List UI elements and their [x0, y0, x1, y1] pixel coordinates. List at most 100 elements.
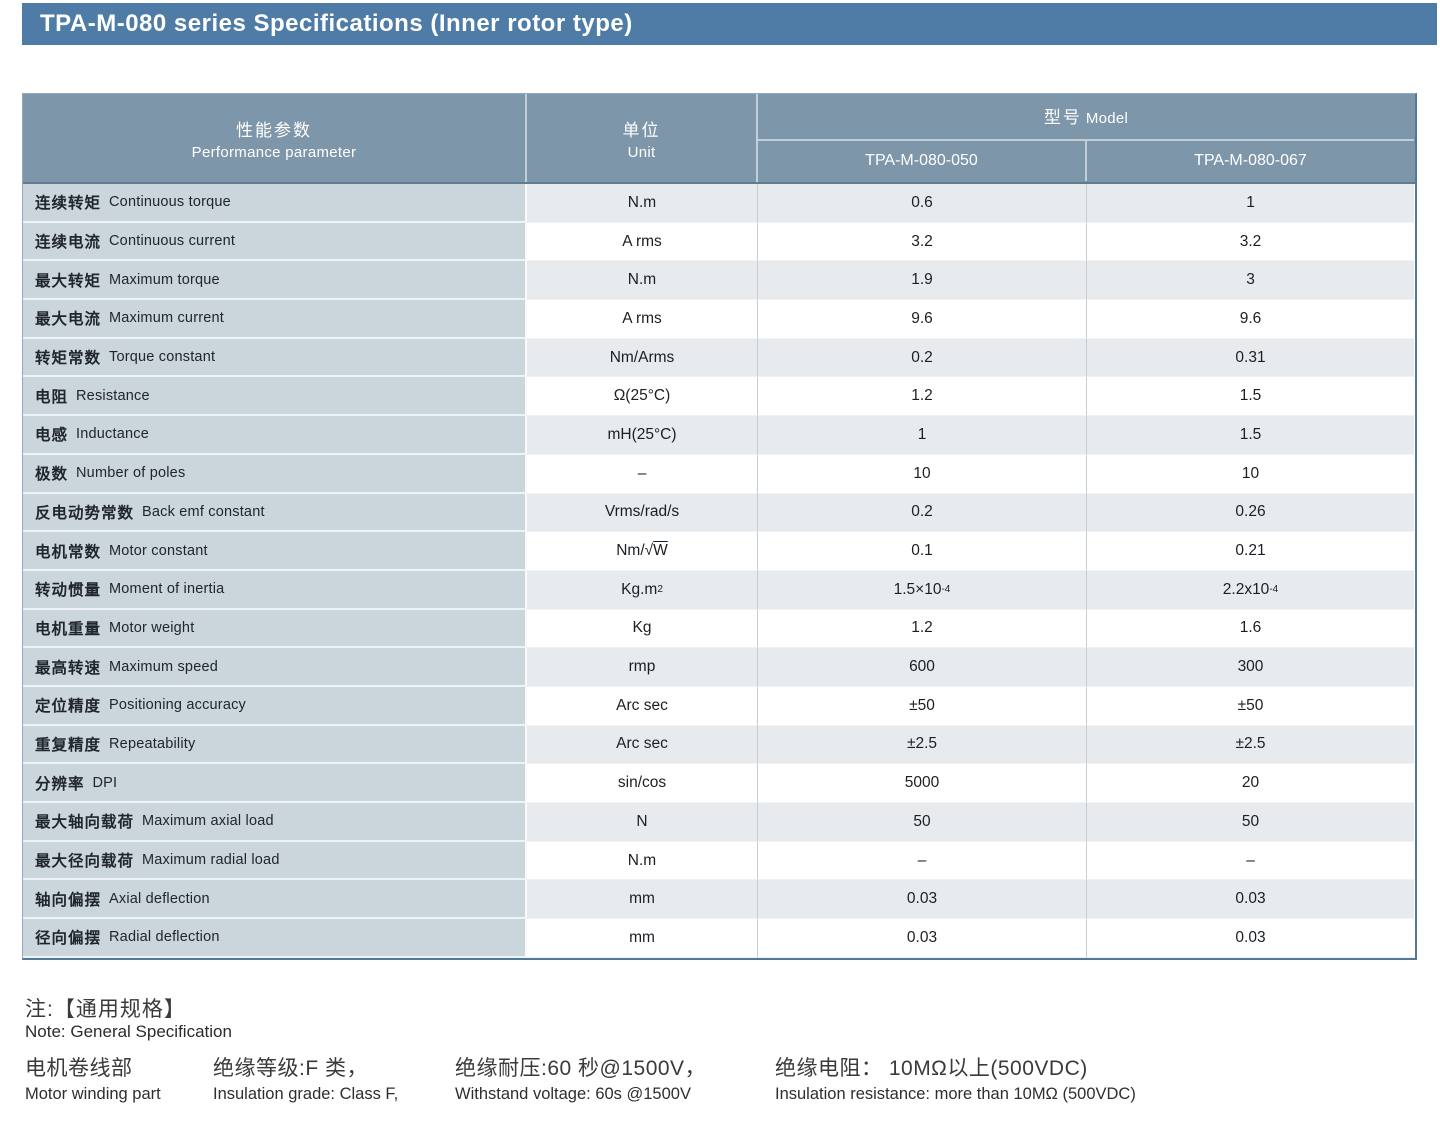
param-cn: 反电动势常数 [35, 504, 135, 522]
param-cn: 电机重量 [35, 620, 102, 638]
value-cell-model-067: 0.26 [1087, 493, 1414, 533]
footnote-en: Insulation resistance: more than 10MΩ (5… [775, 1085, 1136, 1103]
unit-cell: N [527, 803, 758, 842]
unit-cell: Vrms/rad/s [527, 493, 758, 533]
table-row: 最大电流 Maximum current A rms 9.6 9.6 [23, 300, 1415, 339]
value-cell-model-050: 1.2 [758, 609, 1087, 649]
header-unit: 单位 Unit [527, 94, 758, 182]
value-cell-model-050: 0.03 [758, 919, 1087, 958]
value-cell-model-067: 1.5 [1087, 416, 1414, 455]
param-cn: 电阻 [35, 388, 69, 406]
param-cn: 极数 [35, 466, 69, 484]
param-en: Motor constant [109, 542, 208, 559]
table-row: 电阻 Resistance Ω(25°C) 1.2 1.5 [23, 377, 1415, 417]
param-en: Axial deflection [109, 890, 210, 907]
table-body: 连续转矩 Continuous torque N.m 0.6 1 连续电流 Co… [23, 184, 1415, 958]
param-cell: 定位精度 Positioning accuracy [23, 686, 527, 726]
param-en: Torque constant [109, 349, 216, 366]
value-cell-model-067: 3.2 [1087, 222, 1414, 262]
param-en: Inductance [76, 426, 149, 443]
header-unit-en: Unit [627, 143, 656, 161]
header-performance-parameter: 性能参数 Performance parameter [23, 94, 527, 182]
value-cell-model-067: 0.31 [1087, 338, 1414, 378]
value-cell-model-050: 600 [758, 648, 1087, 687]
param-cn: 最大轴向载荷 [35, 814, 135, 832]
value-cell-model-067: ±2.5 [1087, 725, 1414, 765]
param-en: Repeatability [109, 735, 196, 752]
footnote-en: Withstand voltage: 60s @1500V [455, 1085, 691, 1103]
unit-cell: mm [527, 919, 758, 958]
value-cell-model-067: 1.6 [1087, 609, 1414, 649]
value-cell-model-050: 5000 [758, 764, 1087, 803]
unit-cell: N.m [527, 841, 758, 881]
table-row: 最大轴向载荷 Maximum axial load N 50 50 [23, 803, 1415, 842]
param-cn: 轴向偏摆 [35, 891, 102, 909]
param-en: Resistance [76, 387, 150, 404]
unit-cell: – [527, 454, 758, 494]
header-model-en: Model [1085, 110, 1129, 127]
header-model-067: TPA-M-080-067 [1194, 152, 1307, 169]
param-cell: 重复精度 Repeatability [23, 725, 527, 765]
footnote-cn: 电机卷线部 [25, 1057, 133, 1080]
value-cell-model-050: 0.1 [758, 532, 1087, 571]
param-cn: 最大电流 [35, 311, 102, 329]
table-row: 反电动势常数 Back emf constant Vrms/rad/s 0.2 … [23, 493, 1415, 533]
header-model-cn: 型号 [1043, 108, 1082, 127]
unit-cell: mH(25°C) [527, 416, 758, 455]
value-cell-model-067: – [1087, 841, 1414, 881]
note-title-cn: 注:【通用规格】 [25, 998, 186, 1021]
value-cell-model-050: 0.2 [758, 338, 1087, 378]
param-cn: 分辨率 [35, 775, 85, 793]
value-cell-model-067: ±50 [1087, 686, 1414, 726]
unit-cell: sin/cos [527, 764, 758, 803]
spec-table: 性能参数 Performance parameter 单位 Unit 型号 Mod… [22, 93, 1417, 960]
table-row: 最大径向载荷 Maximum radial load N.m – – [23, 841, 1415, 881]
value-cell-model-050: 10 [758, 454, 1087, 494]
table-row: 径向偏摆 Radial deflection mm 0.03 0.03 [23, 919, 1415, 958]
unit-cell: A rms [527, 300, 758, 339]
value-cell-model-067: 1.5 [1087, 377, 1414, 417]
param-cn: 连续转矩 [35, 195, 102, 213]
header-param-en: Performance parameter [191, 143, 357, 161]
value-cell-model-067: 0.03 [1087, 880, 1414, 920]
unit-cell: Kg.m 2 [527, 570, 758, 610]
table-row: 电机重量 Motor weight Kg 1.2 1.6 [23, 609, 1415, 649]
value-cell-model-050: 1.5×10 -4 [758, 570, 1087, 610]
param-cell: 最大轴向载荷 Maximum axial load [23, 803, 527, 842]
footnote-en: Insulation grade: Class F, [213, 1085, 399, 1103]
value-cell-model-050: 9.6 [758, 300, 1087, 339]
param-en: Moment of inertia [109, 581, 225, 598]
unit-cell: N.m [527, 184, 758, 223]
value-cell-model-067: 0.21 [1087, 532, 1414, 571]
table-row: 连续电流 Continuous current A rms 3.2 3.2 [23, 222, 1415, 262]
value-cell-model-067: 50 [1087, 803, 1414, 842]
note-title-en: Note: General Specification [25, 1022, 232, 1041]
param-cn: 最高转速 [35, 659, 102, 677]
param-cn: 重复精度 [35, 736, 102, 754]
page-title: TPA-M-080 series Specifications (Inner r… [22, 3, 1437, 45]
param-cell: 分辨率 DPI [23, 764, 527, 803]
param-en: Maximum axial load [142, 813, 274, 830]
param-cell: 最大径向载荷 Maximum radial load [23, 841, 527, 881]
value-cell-model-050: ±50 [758, 686, 1087, 726]
table-header: 性能参数 Performance parameter 单位 Unit 型号 Mod… [23, 94, 1415, 184]
table-row: 极数 Number of poles – 10 10 [23, 454, 1415, 494]
param-en: DPI [92, 774, 118, 791]
value-cell-model-050: 3.2 [758, 222, 1087, 262]
value-cell-model-067: 10 [1087, 454, 1414, 494]
unit-cell: Kg [527, 609, 758, 649]
value-cell-model-067: 0.03 [1087, 919, 1414, 958]
table-row: 电感 Inductance mH(25°C) 1 1.5 [23, 416, 1415, 455]
table-row: 转矩常数 Torque constant Nm/Arms 0.2 0.31 [23, 338, 1415, 378]
param-cell: 连续转矩 Continuous torque [23, 184, 527, 223]
value-cell-model-067: 3 [1087, 261, 1414, 301]
table-row: 分辨率 DPI sin/cos 5000 20 [23, 764, 1415, 803]
value-cell-model-050: 0.6 [758, 184, 1087, 223]
footnote-insulation-resistance: 绝缘电阻： 10MΩ以上(500VDC) Insulation resistan… [775, 1052, 1136, 1104]
footnote-en: Motor winding part [25, 1085, 161, 1103]
footnote-cn: 绝缘电阻： 10MΩ以上(500VDC) [775, 1057, 1088, 1080]
param-en: Maximum torque [109, 271, 220, 288]
table-row: 轴向偏摆 Axial deflection mm 0.03 0.03 [23, 880, 1415, 920]
param-en: Motor weight [109, 619, 195, 636]
param-cell: 最高转速 Maximum speed [23, 648, 527, 687]
